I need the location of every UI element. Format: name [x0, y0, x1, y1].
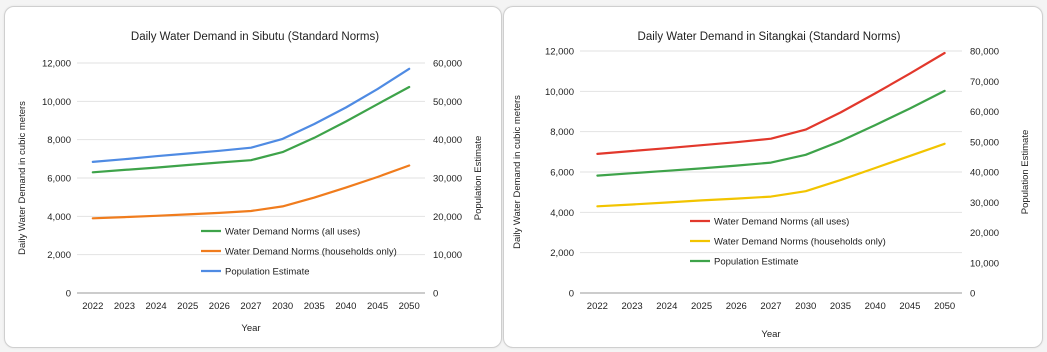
x-tick-label: 2026	[209, 301, 230, 312]
y2-axis-label: Population Estimate	[473, 136, 484, 221]
y2-tick-label: 50,000	[433, 97, 462, 108]
legend-label: Water Demand Norms (all uses)	[714, 217, 849, 228]
chart-title: Daily Water Demand in Sibutu (Standard N…	[131, 31, 379, 43]
x-tick-label: 2050	[399, 301, 420, 312]
x-tick-label: 2040	[335, 301, 356, 312]
y2-tick-label: 0	[970, 289, 975, 300]
y2-tick-label: 30,000	[970, 198, 999, 209]
legend-label: Water Demand Norms (households only)	[225, 247, 397, 258]
y2-tick-label: 40,000	[433, 135, 462, 146]
y-axis-label: Daily Water Demand in cubic meters	[512, 95, 523, 249]
y2-tick-label: 10,000	[433, 250, 462, 261]
x-tick-label: 2030	[795, 301, 816, 312]
y-tick-label: 8,000	[550, 127, 574, 138]
y-tick-label: 12,000	[545, 47, 574, 58]
y-tick-label: 4,000	[550, 208, 574, 219]
y-tick-label: 0	[569, 289, 574, 300]
y-axis-label: Daily Water Demand in cubic meters	[17, 101, 28, 255]
legend-label: Water Demand Norms (all uses)	[225, 227, 360, 238]
x-tick-label: 2023	[622, 301, 643, 312]
x-tick-label: 2025	[691, 301, 712, 312]
y2-tick-label: 60,000	[433, 59, 462, 70]
y-tick-label: 2,000	[47, 250, 71, 261]
series-line	[91, 164, 411, 220]
x-axis-label: Year	[241, 323, 260, 334]
y-tick-label: 4,000	[47, 212, 71, 223]
sibutu-chart: 0 2,000 4,000 6,000 8,000 10,000 12,000 0 10,000…	[17, 31, 484, 334]
y-tick-label: 8,000	[47, 135, 71, 146]
y2-tick-label: 40,000	[970, 168, 999, 179]
y2-tick-label: 20,000	[433, 212, 462, 223]
series-line	[91, 67, 411, 163]
x-tick-label: 2035	[830, 301, 851, 312]
y-tick-label: 10,000	[42, 97, 71, 108]
series-line	[596, 89, 946, 177]
y-tick-label: 10,000	[545, 87, 574, 98]
chart-title: Daily Water Demand in Sitangkai (Standar…	[638, 31, 901, 43]
y-tick-label: 0	[66, 289, 71, 300]
x-tick-label: 2023	[114, 301, 135, 312]
legend-label: Population Estimate	[225, 267, 310, 278]
x-tick-label: 2022	[587, 301, 608, 312]
legend-label: Water Demand Norms (households only)	[714, 237, 886, 248]
x-tick-label: 2035	[304, 301, 325, 312]
x-tick-label: 2040	[865, 301, 886, 312]
y-tick-label: 2,000	[550, 248, 574, 259]
legend-label: Population Estimate	[714, 257, 799, 268]
sitangkai-chart: 0 2,000 4,000 6,000 8,000 10,000 12,000 0 10,000…	[512, 31, 1031, 340]
y2-tick-label: 10,000	[970, 258, 999, 269]
x-tick-label: 2030	[272, 301, 293, 312]
x-tick-label: 2022	[82, 301, 103, 312]
x-tick-label: 2027	[240, 301, 261, 312]
y2-tick-label: 20,000	[970, 228, 999, 239]
series-line	[91, 85, 411, 174]
y2-tick-label: 70,000	[970, 77, 999, 88]
x-tick-label: 2024	[656, 301, 677, 312]
y2-tick-label: 30,000	[433, 174, 462, 185]
series-line	[596, 51, 946, 155]
y2-tick-label: 0	[433, 289, 438, 300]
y2-tick-label: 50,000	[970, 137, 999, 148]
x-tick-label: 2045	[899, 301, 920, 312]
chart-panel-sibutu: 0 2,000 4,000 6,000 8,000 10,000 12,000 0 10,000…	[4, 6, 502, 348]
y-tick-label: 6,000	[550, 168, 574, 179]
y-tick-label: 6,000	[47, 174, 71, 185]
x-tick-label: 2045	[367, 301, 388, 312]
x-tick-label: 2024	[146, 301, 167, 312]
series-line	[596, 142, 946, 208]
x-tick-label: 2050	[934, 301, 955, 312]
y2-axis-label: Population Estimate	[1020, 130, 1031, 215]
y-tick-label: 12,000	[42, 59, 71, 70]
x-axis-label: Year	[761, 329, 780, 340]
x-tick-label: 2026	[726, 301, 747, 312]
chart-panel-sitangkai: 0 2,000 4,000 6,000 8,000 10,000 12,000 0 10,000…	[503, 6, 1043, 348]
y2-tick-label: 80,000	[970, 47, 999, 58]
x-tick-label: 2027	[760, 301, 781, 312]
y2-tick-label: 60,000	[970, 107, 999, 118]
x-tick-label: 2025	[177, 301, 198, 312]
